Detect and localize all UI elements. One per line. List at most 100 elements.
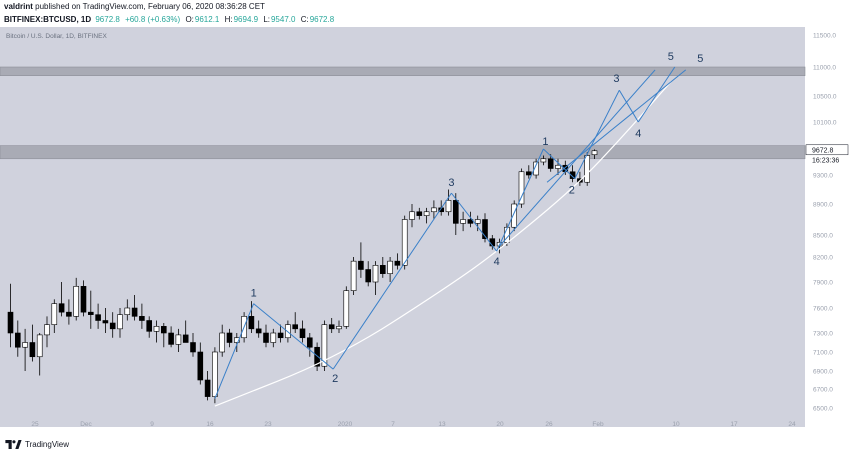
candle-body-up: [153, 326, 160, 332]
candle: [44, 316, 50, 348]
candle: [401, 215, 408, 270]
time-axis[interactable]: [0, 427, 805, 437]
candle-body-up: [336, 326, 342, 330]
candle: [175, 328, 182, 352]
candle-body-down: [328, 324, 335, 330]
ohlc-high-label: H:: [224, 15, 233, 24]
candle-body-down: [80, 286, 87, 313]
candle-body-down: [190, 342, 196, 353]
ohlc-high: 9694.9: [233, 15, 259, 24]
ohlc-close-label: C:: [300, 15, 309, 24]
candle-body-down: [109, 322, 116, 330]
candle: [102, 308, 109, 333]
candle: [73, 277, 79, 321]
candle: [460, 211, 466, 232]
candle-body-down: [131, 307, 138, 317]
candle: [15, 320, 21, 357]
candle: [555, 158, 561, 175]
x-tick-label: 7: [391, 421, 395, 428]
wave-segment: [253, 303, 334, 370]
price-tag-label: 9672.8: [812, 147, 834, 154]
candle-body-up: [533, 161, 539, 176]
ohlc-open: 9612.1: [194, 15, 220, 24]
candle-body-up: [591, 150, 598, 156]
wave-label: 2: [332, 373, 338, 385]
wave-label: 4: [494, 256, 500, 268]
tradingview-logo-icon[interactable]: [5, 440, 22, 449]
candle: [350, 257, 357, 295]
symbol-label: Bitcoin / U.S. Dollar, 1D, BITFINEX: [6, 33, 107, 40]
footer-brand[interactable]: TradingView: [25, 440, 70, 449]
resistance-zone: [0, 145, 806, 160]
candle-body-down: [394, 260, 401, 266]
candle-body-down: [255, 328, 262, 334]
candle: [372, 261, 379, 295]
candle: [270, 328, 277, 348]
x-tick-label: Dec: [80, 421, 92, 428]
candle: [219, 324, 225, 357]
candle-body-down: [197, 351, 204, 381]
candle-body-up: [36, 334, 43, 358]
price-axis[interactable]: [805, 27, 850, 437]
candle-body-down: [299, 328, 306, 339]
y-tick-label: 7300.0: [813, 331, 833, 338]
candle: [540, 155, 547, 166]
candle-body-up: [372, 265, 379, 283]
candle-body-down: [15, 332, 21, 348]
x-tick-label: 17: [730, 421, 738, 428]
wave-segment: [214, 303, 255, 399]
wave-segment: [543, 148, 576, 179]
candle: [533, 158, 539, 179]
candle-body-up: [22, 342, 28, 348]
candle: [482, 213, 488, 243]
candle-body-down: [379, 265, 386, 274]
x-tick-label: 10: [672, 421, 680, 428]
candle: [139, 303, 145, 329]
y-tick-label: 6500.0: [813, 406, 833, 413]
candle: [336, 320, 342, 333]
candle-body-down: [365, 269, 372, 283]
candle-body-up: [44, 324, 50, 336]
candle: [409, 204, 415, 228]
candle-body-down: [139, 316, 145, 321]
ohlc-header: BITFINEX:BTCUSD, 1D 9672.8 +60.8 (+0.63%…: [4, 15, 337, 24]
ohlc-low: 9547.0: [270, 15, 296, 24]
candle: [234, 333, 240, 352]
wave-segment: [332, 192, 452, 370]
candle-body-up: [321, 324, 328, 367]
candle-body-down: [306, 337, 313, 348]
candle-body-up: [584, 155, 591, 183]
publish-text: published on TradingView.com, February 0…: [35, 2, 265, 11]
candle: [80, 280, 87, 317]
candle-body-down: [29, 342, 36, 358]
candle-body-down: [416, 211, 423, 216]
candle: [511, 200, 518, 232]
y-tick-label: 9300.0: [813, 173, 833, 180]
candle-body-down: [569, 171, 576, 179]
candle: [292, 312, 299, 333]
candle-body-up: [445, 200, 452, 213]
publish-info: valdrint published on TradingView.com, F…: [4, 2, 265, 11]
candle: [394, 253, 401, 270]
author-name[interactable]: valdrint: [4, 2, 33, 11]
candle: [22, 328, 28, 371]
candle-body-up: [555, 164, 561, 169]
candle: [591, 149, 598, 159]
candle: [204, 371, 211, 401]
wave-label: 5: [668, 51, 674, 63]
x-tick-label: 20: [496, 421, 504, 428]
candle: [7, 283, 14, 348]
candle-body-down: [161, 326, 167, 334]
countdown-label: 16:23:36: [812, 157, 839, 164]
resistance-zone: [0, 66, 806, 76]
candle: [314, 342, 320, 371]
candle-body-down: [263, 332, 269, 343]
candle-body-up: [343, 290, 350, 327]
candle-body-down: [58, 303, 65, 313]
candle: [445, 189, 452, 216]
candle-body-up: [219, 332, 225, 353]
candle: [299, 320, 306, 343]
wave-label: 3: [613, 73, 619, 85]
wave-segment: [574, 89, 620, 179]
